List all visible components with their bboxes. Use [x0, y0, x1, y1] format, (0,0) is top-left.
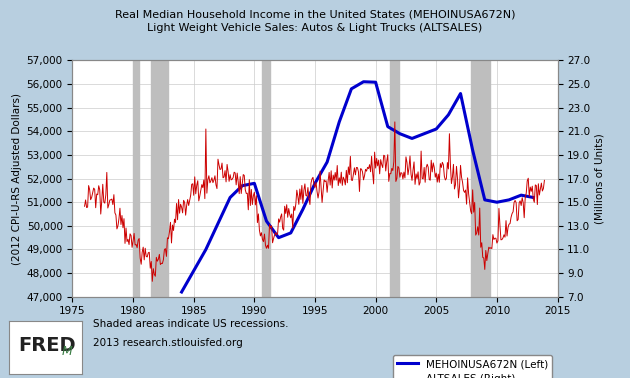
Y-axis label: (Millions of Units): (Millions of Units)	[595, 133, 605, 224]
Text: M: M	[62, 345, 72, 358]
Text: Light Weight Vehicle Sales: Autos & Light Trucks (ALTSALES): Light Weight Vehicle Sales: Autos & Ligh…	[147, 23, 483, 33]
Text: Shaded areas indicate US recessions.: Shaded areas indicate US recessions.	[93, 319, 289, 329]
Text: 2013 research.stlouisfed.org: 2013 research.stlouisfed.org	[93, 338, 243, 348]
Y-axis label: (2012 CPI-U-RS Adjusted Dollars): (2012 CPI-U-RS Adjusted Dollars)	[13, 93, 23, 265]
Bar	[390, 60, 399, 297]
Bar	[133, 60, 139, 297]
Bar	[151, 60, 168, 297]
Bar	[471, 60, 490, 297]
Legend: MEHOINUSA672N (Left), ALTSALES (Right): MEHOINUSA672N (Left), ALTSALES (Right)	[392, 355, 553, 378]
Bar	[261, 60, 270, 297]
Text: FRED: FRED	[18, 336, 76, 355]
Text: Real Median Household Income in the United States (MEHOINUSA672N): Real Median Household Income in the Unit…	[115, 9, 515, 19]
